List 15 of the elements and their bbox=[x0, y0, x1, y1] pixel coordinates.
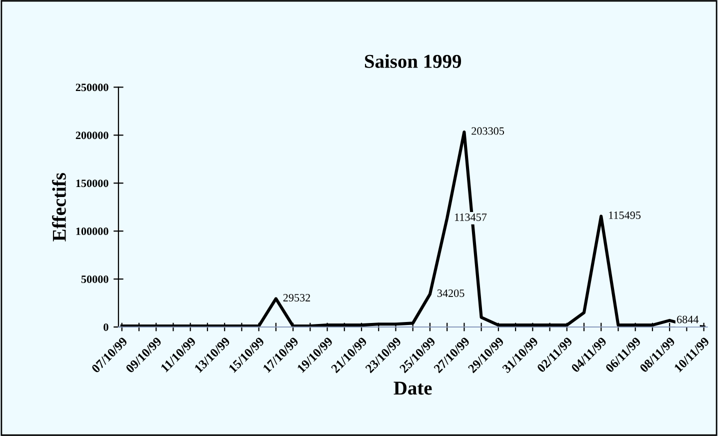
y-tick-label: 250000 bbox=[76, 84, 108, 92]
data-label: 34205 bbox=[437, 289, 464, 297]
y-axis-title: Effectifs bbox=[52, 173, 66, 242]
data-label: 203305 bbox=[472, 127, 504, 135]
data-label: 29532 bbox=[283, 294, 310, 302]
x-axis-title: Date bbox=[394, 382, 432, 395]
data-label: 113457 bbox=[455, 213, 487, 221]
data-label: 6844 bbox=[677, 316, 699, 324]
y-tick-label: 100000 bbox=[76, 228, 108, 236]
y-tick-label: 0 bbox=[104, 323, 108, 331]
chart-title: Saison 1999 bbox=[364, 54, 462, 68]
y-tick-label: 50000 bbox=[81, 276, 108, 284]
data-label: 115495 bbox=[609, 212, 641, 219]
y-tick-label: 150000 bbox=[76, 180, 108, 188]
y-tick-label: 200000 bbox=[76, 132, 108, 140]
